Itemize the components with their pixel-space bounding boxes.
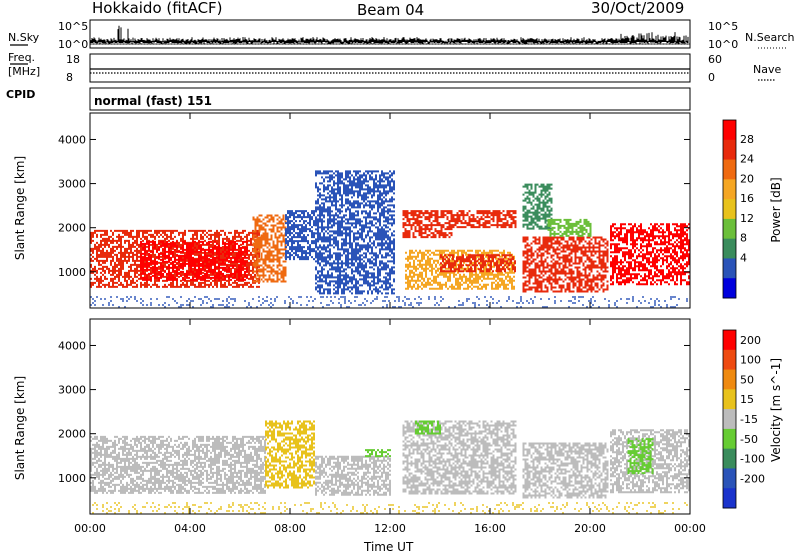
nave-tick-top: 60 xyxy=(708,53,722,66)
power-colorbar-tick-2: 20 xyxy=(740,172,754,185)
cpid-panel-frame xyxy=(89,87,691,111)
velocity-colorbar-tick-7: -200 xyxy=(740,472,765,485)
power-colorbar-frame xyxy=(722,119,737,299)
power-colorbar-segment-4 xyxy=(723,199,736,220)
velocity-ytick-label-1: 2000 xyxy=(58,428,86,441)
velocity-colorbar-tick-0: 200 xyxy=(740,334,761,347)
velocity-region-1 xyxy=(265,420,315,489)
time-xtick-label-3: 12:00 xyxy=(374,522,406,535)
nsky-tick-top-right: 10^5 xyxy=(708,20,739,33)
power-region-11 xyxy=(547,218,592,237)
power-colorbar-tick-6: 4 xyxy=(740,251,747,264)
velocity-region-8 xyxy=(627,438,654,475)
time-xtick-label-5: 20:00 xyxy=(574,522,606,535)
power-colorbar-segment-3 xyxy=(723,179,736,200)
power-region-9 xyxy=(522,236,609,293)
power-colorbar-segment-5 xyxy=(723,218,736,240)
power-colorbar-segment-2 xyxy=(723,159,736,180)
freq-tick-top: 18 xyxy=(66,53,80,66)
power-ytick-label-3: 4000 xyxy=(58,133,86,146)
velocity-colorbar-segment-5 xyxy=(723,428,736,450)
velocity-region-3 xyxy=(365,449,391,458)
power-colorbar-segment-1 xyxy=(723,139,736,161)
velocity-colorbar-segment-0 xyxy=(723,330,736,351)
nsky-tick-top: 10^5 xyxy=(58,20,89,33)
nave-tick-bottom: 0 xyxy=(708,71,715,84)
velocity-colorbar-tick-5: -50 xyxy=(740,433,758,446)
beam-title: Beam 04 xyxy=(357,1,425,19)
velocity-region-6 xyxy=(522,442,609,499)
power-colorbar-tick-0: 28 xyxy=(740,133,754,146)
power-ytick-label-0: 1000 xyxy=(58,266,86,279)
power-colorbar-tick-4: 12 xyxy=(740,212,754,225)
power-colorbar-tick-3: 16 xyxy=(740,192,754,205)
cpid-label: CPID xyxy=(6,88,36,101)
time-xtick-label-2: 08:00 xyxy=(274,522,306,535)
freq-tick-bottom: 8 xyxy=(66,71,73,84)
nsky-label: N.Sky xyxy=(8,31,40,44)
power-colorbar-tick-5: 8 xyxy=(740,232,747,245)
power-region-7 xyxy=(452,210,517,229)
power-ytick-label-1: 2000 xyxy=(58,222,86,235)
time-xtick-label-0: 00:00 xyxy=(74,522,106,535)
power-region-8 xyxy=(440,254,516,273)
power-region-5 xyxy=(402,210,453,239)
freq-panel-frame xyxy=(89,53,691,83)
site-title: Hokkaido (fitACF) xyxy=(92,0,223,17)
velocity-colorbar-tick-6: -100 xyxy=(740,453,765,466)
nsky-panel-frame xyxy=(89,19,691,49)
velocity-colorbar-segment-4 xyxy=(723,409,736,430)
power-colorbar-tick-1: 24 xyxy=(740,153,754,166)
power-colorbar-segment-7 xyxy=(723,258,736,279)
power-region-10 xyxy=(522,183,553,230)
time-xlabel: Time UT xyxy=(364,540,414,554)
time-xtick-label-1: 04:00 xyxy=(174,522,206,535)
power-colorbar-segment-6 xyxy=(723,238,736,259)
velocity-colorbar-segment-8 xyxy=(723,488,736,509)
freq-unit-label: [MHz] xyxy=(8,65,41,78)
power-region-2 xyxy=(252,214,287,283)
velocity-region-4 xyxy=(402,420,517,495)
power-ground-speckle xyxy=(90,296,688,308)
velocity-colorbar-frame xyxy=(722,329,737,509)
velocity-ytick-label-3: 4000 xyxy=(58,339,86,352)
velocity-region-2 xyxy=(315,455,391,496)
power-region-4 xyxy=(315,170,395,295)
time-xtick-label-6: 00:00 xyxy=(674,522,706,535)
velocity-ground-speckle xyxy=(92,502,688,514)
velocity-region-5 xyxy=(415,420,441,435)
velocity-colorbar-segment-1 xyxy=(723,349,736,371)
power-region-1 xyxy=(140,240,248,281)
velocity-colorbar-tick-4: -15 xyxy=(740,413,758,426)
velocity-ytick-label-0: 1000 xyxy=(58,472,86,485)
power-region-12 xyxy=(610,223,690,286)
date-title: 30/Oct/2009 xyxy=(591,0,685,17)
velocity-colorbar-tick-1: 100 xyxy=(740,354,761,367)
freq-label: Freq. xyxy=(8,51,36,64)
velocity-colorbar-tick-2: 50 xyxy=(740,373,754,386)
velocity-colorbar-segment-3 xyxy=(723,389,736,410)
mode-text: normal (fast) 151 xyxy=(94,94,212,108)
nsky-tick-bottom-right: 10^0 xyxy=(708,38,739,51)
power-ytick-label-2: 3000 xyxy=(58,178,86,191)
power-region-3 xyxy=(285,210,315,261)
velocity-ytick-label-2: 3000 xyxy=(58,384,86,397)
velocity-colorbar-segment-2 xyxy=(723,369,736,390)
nsearch-label: N.Search xyxy=(745,31,795,44)
nsky-trace xyxy=(90,25,689,44)
velocity-colorbar-segment-6 xyxy=(723,448,736,469)
velocity-colorbar-segment-7 xyxy=(723,468,736,489)
velocity-region-0 xyxy=(90,435,266,494)
power-colorbar-segment-0 xyxy=(723,120,736,141)
velocity-colorbar-tick-3: 15 xyxy=(740,393,754,406)
power-colorbar-segment-8 xyxy=(723,278,736,299)
nave-label: Nave xyxy=(753,63,782,76)
nsky-tick-bottom: 10^0 xyxy=(58,38,89,51)
time-xtick-label-4: 16:00 xyxy=(474,522,506,535)
